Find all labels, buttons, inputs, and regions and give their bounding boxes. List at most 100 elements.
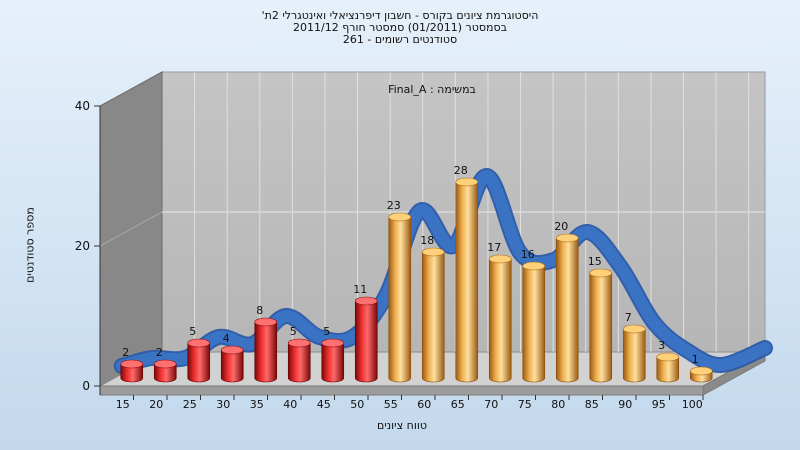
bar-body [622,328,646,383]
bar-20 [153,359,177,383]
data-label: 16 [521,248,535,261]
chart-annotation: במשימה : Final_A [388,83,476,96]
bar-80 [555,233,579,383]
bar-100 [689,366,713,383]
bar-body [120,363,144,383]
data-label: 11 [353,283,367,296]
data-label: 8 [256,304,263,317]
bar-body [321,342,345,383]
bar-top [555,233,579,243]
x-tick-label: 30 [216,398,230,411]
gridline-side [99,211,163,247]
bar-top [120,359,144,369]
x-tick-label: 55 [384,398,398,411]
bar-top [589,268,613,278]
plot-floor-edge [99,385,704,396]
x-tick-label: 75 [518,398,532,411]
bar-body [555,237,579,383]
bar-top [354,296,378,306]
bar-body [220,349,244,383]
data-label: 1 [692,353,699,366]
bar-75 [522,261,546,383]
bar-25 [187,338,211,383]
bar-top [421,247,445,257]
chart-titles: היסטוגרמת ציונים בקורס - חשבון דיפרנציאל… [0,10,800,46]
x-tick-label: 60 [417,398,431,411]
bar-body [287,342,311,383]
data-label: 17 [487,241,501,254]
bar-body [254,321,278,383]
distribution-curve [115,170,771,372]
bar-body [589,272,613,383]
chart-subtitle-students: סטודנטים רשומים - 261 [342,33,458,46]
y-tick-label: 40 [75,99,90,113]
data-label: 2 [156,346,163,359]
data-label: 18 [420,234,434,247]
bar-body [488,258,512,383]
bar-90 [622,324,646,383]
data-label: 7 [625,311,632,324]
bar-body [522,265,546,383]
bar-30 [220,345,244,383]
bar-60 [421,247,445,383]
bar-top [220,345,244,355]
bar-85 [589,268,613,383]
bar-top [153,359,177,369]
x-tick-label: 25 [183,398,197,411]
bar-top [455,177,479,187]
data-label: 23 [387,199,401,212]
chart-subtitle-semester: בסמסטר (01/2011) סמסטר חורף 2011/12 [293,21,507,34]
x-axis-label: טווח ציונים [377,419,427,432]
bar-45 [321,338,345,383]
data-label: 15 [588,255,602,268]
bar-top [254,317,278,327]
bar-70 [488,254,512,383]
y-tick-label: 20 [75,239,90,253]
bar-top [321,338,345,348]
bar-65 [455,177,479,383]
bar-top [388,212,412,222]
bar-body [455,181,479,383]
data-label: 4 [223,332,230,345]
x-tick-label: 40 [283,398,297,411]
bar-35 [254,317,278,383]
data-label: 2 [122,346,129,359]
x-tick-label: 15 [116,398,130,411]
y-tick-label: 0 [82,379,90,393]
bar-50 [354,296,378,383]
x-tick-label: 90 [618,398,632,411]
data-label: 5 [290,325,297,338]
bar-top [522,261,546,271]
bar-body [187,342,211,383]
bar-body [656,356,680,383]
x-tick-label: 100 [682,398,703,411]
bar-40 [287,338,311,383]
x-tick-label: 45 [317,398,331,411]
x-tick-label: 65 [451,398,465,411]
data-label: 3 [658,339,665,352]
x-tick-label: 95 [652,398,666,411]
y-axis-label: מספר סטודנטים [23,207,37,283]
bar-top [656,352,680,362]
bar-body [153,363,177,383]
bar-15 [120,359,144,383]
data-label: 5 [323,325,330,338]
data-label: 5 [189,325,196,338]
bar-55 [388,212,412,383]
bar-top [622,324,646,334]
data-label: 28 [454,164,468,177]
bar-top [488,254,512,264]
bar-95 [656,352,680,383]
x-tick-label: 85 [585,398,599,411]
bar-top [689,366,713,376]
x-tick-label: 20 [149,398,163,411]
x-tick-label: 80 [551,398,565,411]
bar-top [287,338,311,348]
x-tick-label: 70 [484,398,498,411]
bar-top [187,338,211,348]
bar-body [388,216,412,383]
x-tick-label: 50 [350,398,364,411]
chart-title: היסטוגרמת ציונים בקורס - חשבון דיפרנציאל… [261,9,539,22]
data-label: 20 [554,220,568,233]
